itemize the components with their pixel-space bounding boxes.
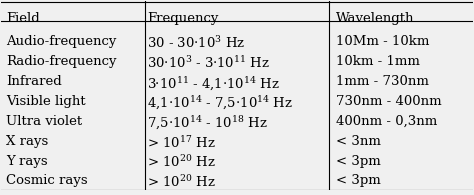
Text: Field: Field [6, 12, 40, 25]
Text: Infrared: Infrared [6, 75, 62, 88]
Text: Radio-frequency: Radio-frequency [6, 55, 117, 68]
Text: 730nm - 400nm: 730nm - 400nm [336, 95, 442, 108]
Text: Y rays: Y rays [6, 155, 48, 168]
Text: 1mm - 730nm: 1mm - 730nm [336, 75, 429, 88]
Text: 7,5·10$^{14}$ - 10$^{18}$ Hz: 7,5·10$^{14}$ - 10$^{18}$ Hz [147, 115, 268, 132]
Text: Frequency: Frequency [147, 12, 219, 25]
Text: 3·10$^{11}$ - 4,1·10$^{14}$ Hz: 3·10$^{11}$ - 4,1·10$^{14}$ Hz [147, 75, 280, 92]
Text: < 3pm: < 3pm [336, 174, 381, 187]
Text: 30·10$^3$ - 3·10$^{11}$ Hz: 30·10$^3$ - 3·10$^{11}$ Hz [147, 55, 270, 71]
Text: < 3nm: < 3nm [336, 135, 381, 148]
Text: 10Mm - 10km: 10Mm - 10km [336, 35, 429, 48]
Text: 400nm - 0,3nm: 400nm - 0,3nm [336, 115, 437, 128]
Text: Audio-frequency: Audio-frequency [6, 35, 117, 48]
Text: > 10$^{20}$ Hz: > 10$^{20}$ Hz [147, 174, 216, 190]
Text: 4,1·10$^{14}$ - 7,5·10$^{14}$ Hz: 4,1·10$^{14}$ - 7,5·10$^{14}$ Hz [147, 95, 293, 112]
Text: > 10$^{20}$ Hz: > 10$^{20}$ Hz [147, 155, 216, 170]
Text: Wavelength: Wavelength [336, 12, 414, 25]
Text: Visible light: Visible light [6, 95, 86, 108]
Text: 30 - 30·10$^3$ Hz: 30 - 30·10$^3$ Hz [147, 35, 246, 51]
Text: X rays: X rays [6, 135, 48, 148]
Text: Cosmic rays: Cosmic rays [6, 174, 88, 187]
Text: < 3pm: < 3pm [336, 155, 381, 168]
Text: Ultra violet: Ultra violet [6, 115, 82, 128]
Text: 10km - 1mm: 10km - 1mm [336, 55, 420, 68]
Text: > 10$^{17}$ Hz: > 10$^{17}$ Hz [147, 135, 216, 151]
